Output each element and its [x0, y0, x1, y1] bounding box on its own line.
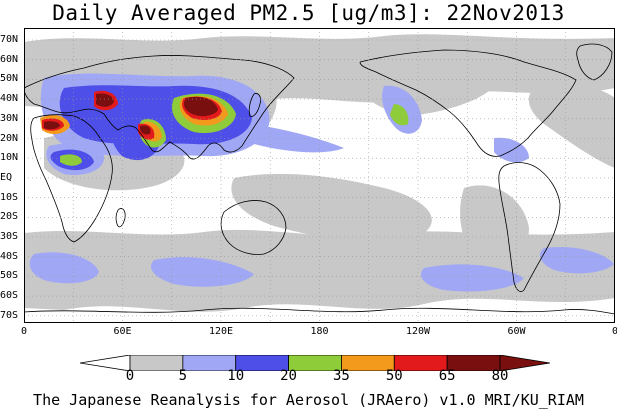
latitude-label: 20S — [0, 211, 19, 223]
coast-europe-asia — [24, 55, 295, 160]
latitude-label: 10S — [0, 191, 19, 203]
colorbar-level-label: 35 — [332, 368, 350, 384]
latitude-label: 10N — [0, 152, 19, 164]
field-middle-east-maroon — [96, 93, 114, 107]
coast-africa — [30, 114, 113, 243]
coast-japan — [248, 93, 261, 117]
colorbar-level-label: 20 — [280, 368, 297, 384]
field-sahel-green — [60, 154, 82, 166]
field-south-pacific-blue — [420, 264, 524, 292]
coast-antarctica — [24, 307, 615, 315]
latitude-label: 70S — [0, 309, 19, 321]
colorbar-level-label: 10 — [227, 368, 245, 384]
latitude-label: 40N — [0, 93, 19, 105]
pm25-colorbar — [80, 355, 550, 371]
latitude-label: 30S — [0, 231, 19, 242]
colorbar-level-label: 65 — [438, 368, 456, 384]
longitude-label: 60W — [507, 326, 526, 337]
field-central-america-blue — [494, 137, 529, 163]
latitude-label: 20N — [0, 132, 19, 144]
graticule — [24, 28, 615, 323]
field-south-atlantic-blue — [29, 252, 99, 284]
latitude-label: 60N — [0, 53, 19, 65]
longitude-label: 0 — [20, 326, 28, 337]
colorbar-level-label: 50 — [385, 368, 403, 384]
latitude-label: 70N — [0, 34, 19, 45]
coast-madagascar — [115, 208, 126, 228]
latitude-label: EQ — [0, 171, 13, 183]
field-china-maroon — [184, 96, 218, 117]
latitude-label: 40S — [0, 250, 19, 262]
data-credit: The Japanese Reanalysis for Aerosol (JRA… — [33, 391, 584, 409]
longitude-label: 60E — [113, 326, 132, 337]
colorbar-level-label: 80 — [491, 368, 509, 384]
map-title: Daily Averaged PM2.5 [ug/m3]: 22Nov2013 — [52, 1, 565, 25]
longitude-label: 0 — [611, 326, 617, 337]
colorbar-level-label: 5 — [178, 368, 188, 384]
map-border — [24, 28, 615, 323]
coast-north-america — [359, 49, 577, 157]
colorbar-segment — [129, 355, 184, 371]
field-us-coast-green — [390, 104, 409, 126]
latitude-label: 30N — [0, 112, 19, 124]
colorbar-high-triangle — [499, 355, 550, 371]
coast-greenland — [576, 43, 613, 81]
latitude-label: 50N — [0, 73, 19, 85]
field-pacific-blue — [232, 122, 344, 153]
field-south-indian-blue — [150, 257, 254, 287]
pm25-map — [24, 28, 615, 323]
field-south-pacific — [231, 173, 432, 242]
field-patagonia-blue — [539, 246, 614, 274]
colorbar-low-triangle — [80, 355, 131, 371]
coastlines — [24, 43, 615, 315]
field-south-america — [460, 185, 529, 271]
longitude-label: 120E — [208, 326, 234, 337]
longitude-label: 180 — [310, 326, 329, 337]
field-north-atlantic — [528, 83, 615, 168]
field-sahara-maroon — [44, 121, 60, 130]
latitude-label: 60S — [0, 290, 19, 302]
colorbar-level-label: 0 — [125, 368, 135, 384]
latitude-label: 50S — [0, 270, 19, 282]
longitude-label: 120W — [405, 326, 431, 337]
coast-australia — [220, 200, 287, 255]
field-india-maroon — [140, 125, 151, 135]
